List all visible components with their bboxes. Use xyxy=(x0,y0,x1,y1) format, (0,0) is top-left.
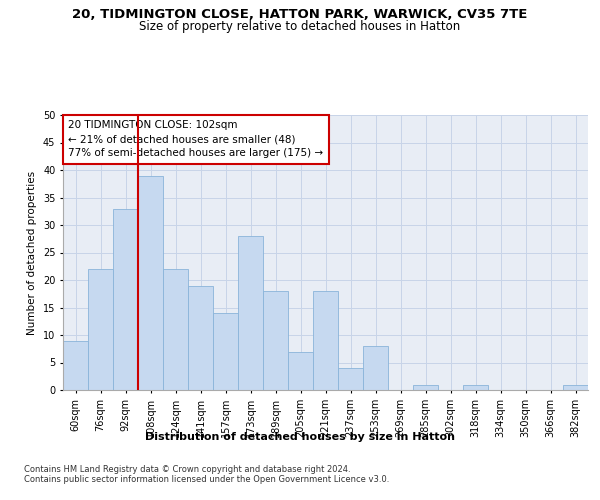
Bar xyxy=(463,384,488,390)
Bar xyxy=(188,286,213,390)
Bar xyxy=(563,384,588,390)
Bar xyxy=(363,346,388,390)
Bar xyxy=(138,176,163,390)
Text: Contains HM Land Registry data © Crown copyright and database right 2024.
Contai: Contains HM Land Registry data © Crown c… xyxy=(24,465,389,484)
Text: 20, TIDMINGTON CLOSE, HATTON PARK, WARWICK, CV35 7TE: 20, TIDMINGTON CLOSE, HATTON PARK, WARWI… xyxy=(73,8,527,20)
Bar xyxy=(63,340,88,390)
Bar xyxy=(288,352,313,390)
Bar xyxy=(313,291,338,390)
Bar xyxy=(88,269,113,390)
Y-axis label: Number of detached properties: Number of detached properties xyxy=(28,170,37,334)
Text: Distribution of detached houses by size in Hatton: Distribution of detached houses by size … xyxy=(145,432,455,442)
Bar xyxy=(213,313,238,390)
Bar xyxy=(413,384,438,390)
Bar xyxy=(238,236,263,390)
Text: Size of property relative to detached houses in Hatton: Size of property relative to detached ho… xyxy=(139,20,461,33)
Bar xyxy=(113,208,138,390)
Text: 20 TIDMINGTON CLOSE: 102sqm
← 21% of detached houses are smaller (48)
77% of sem: 20 TIDMINGTON CLOSE: 102sqm ← 21% of det… xyxy=(68,120,323,158)
Bar xyxy=(338,368,363,390)
Bar xyxy=(163,269,188,390)
Bar xyxy=(263,291,288,390)
